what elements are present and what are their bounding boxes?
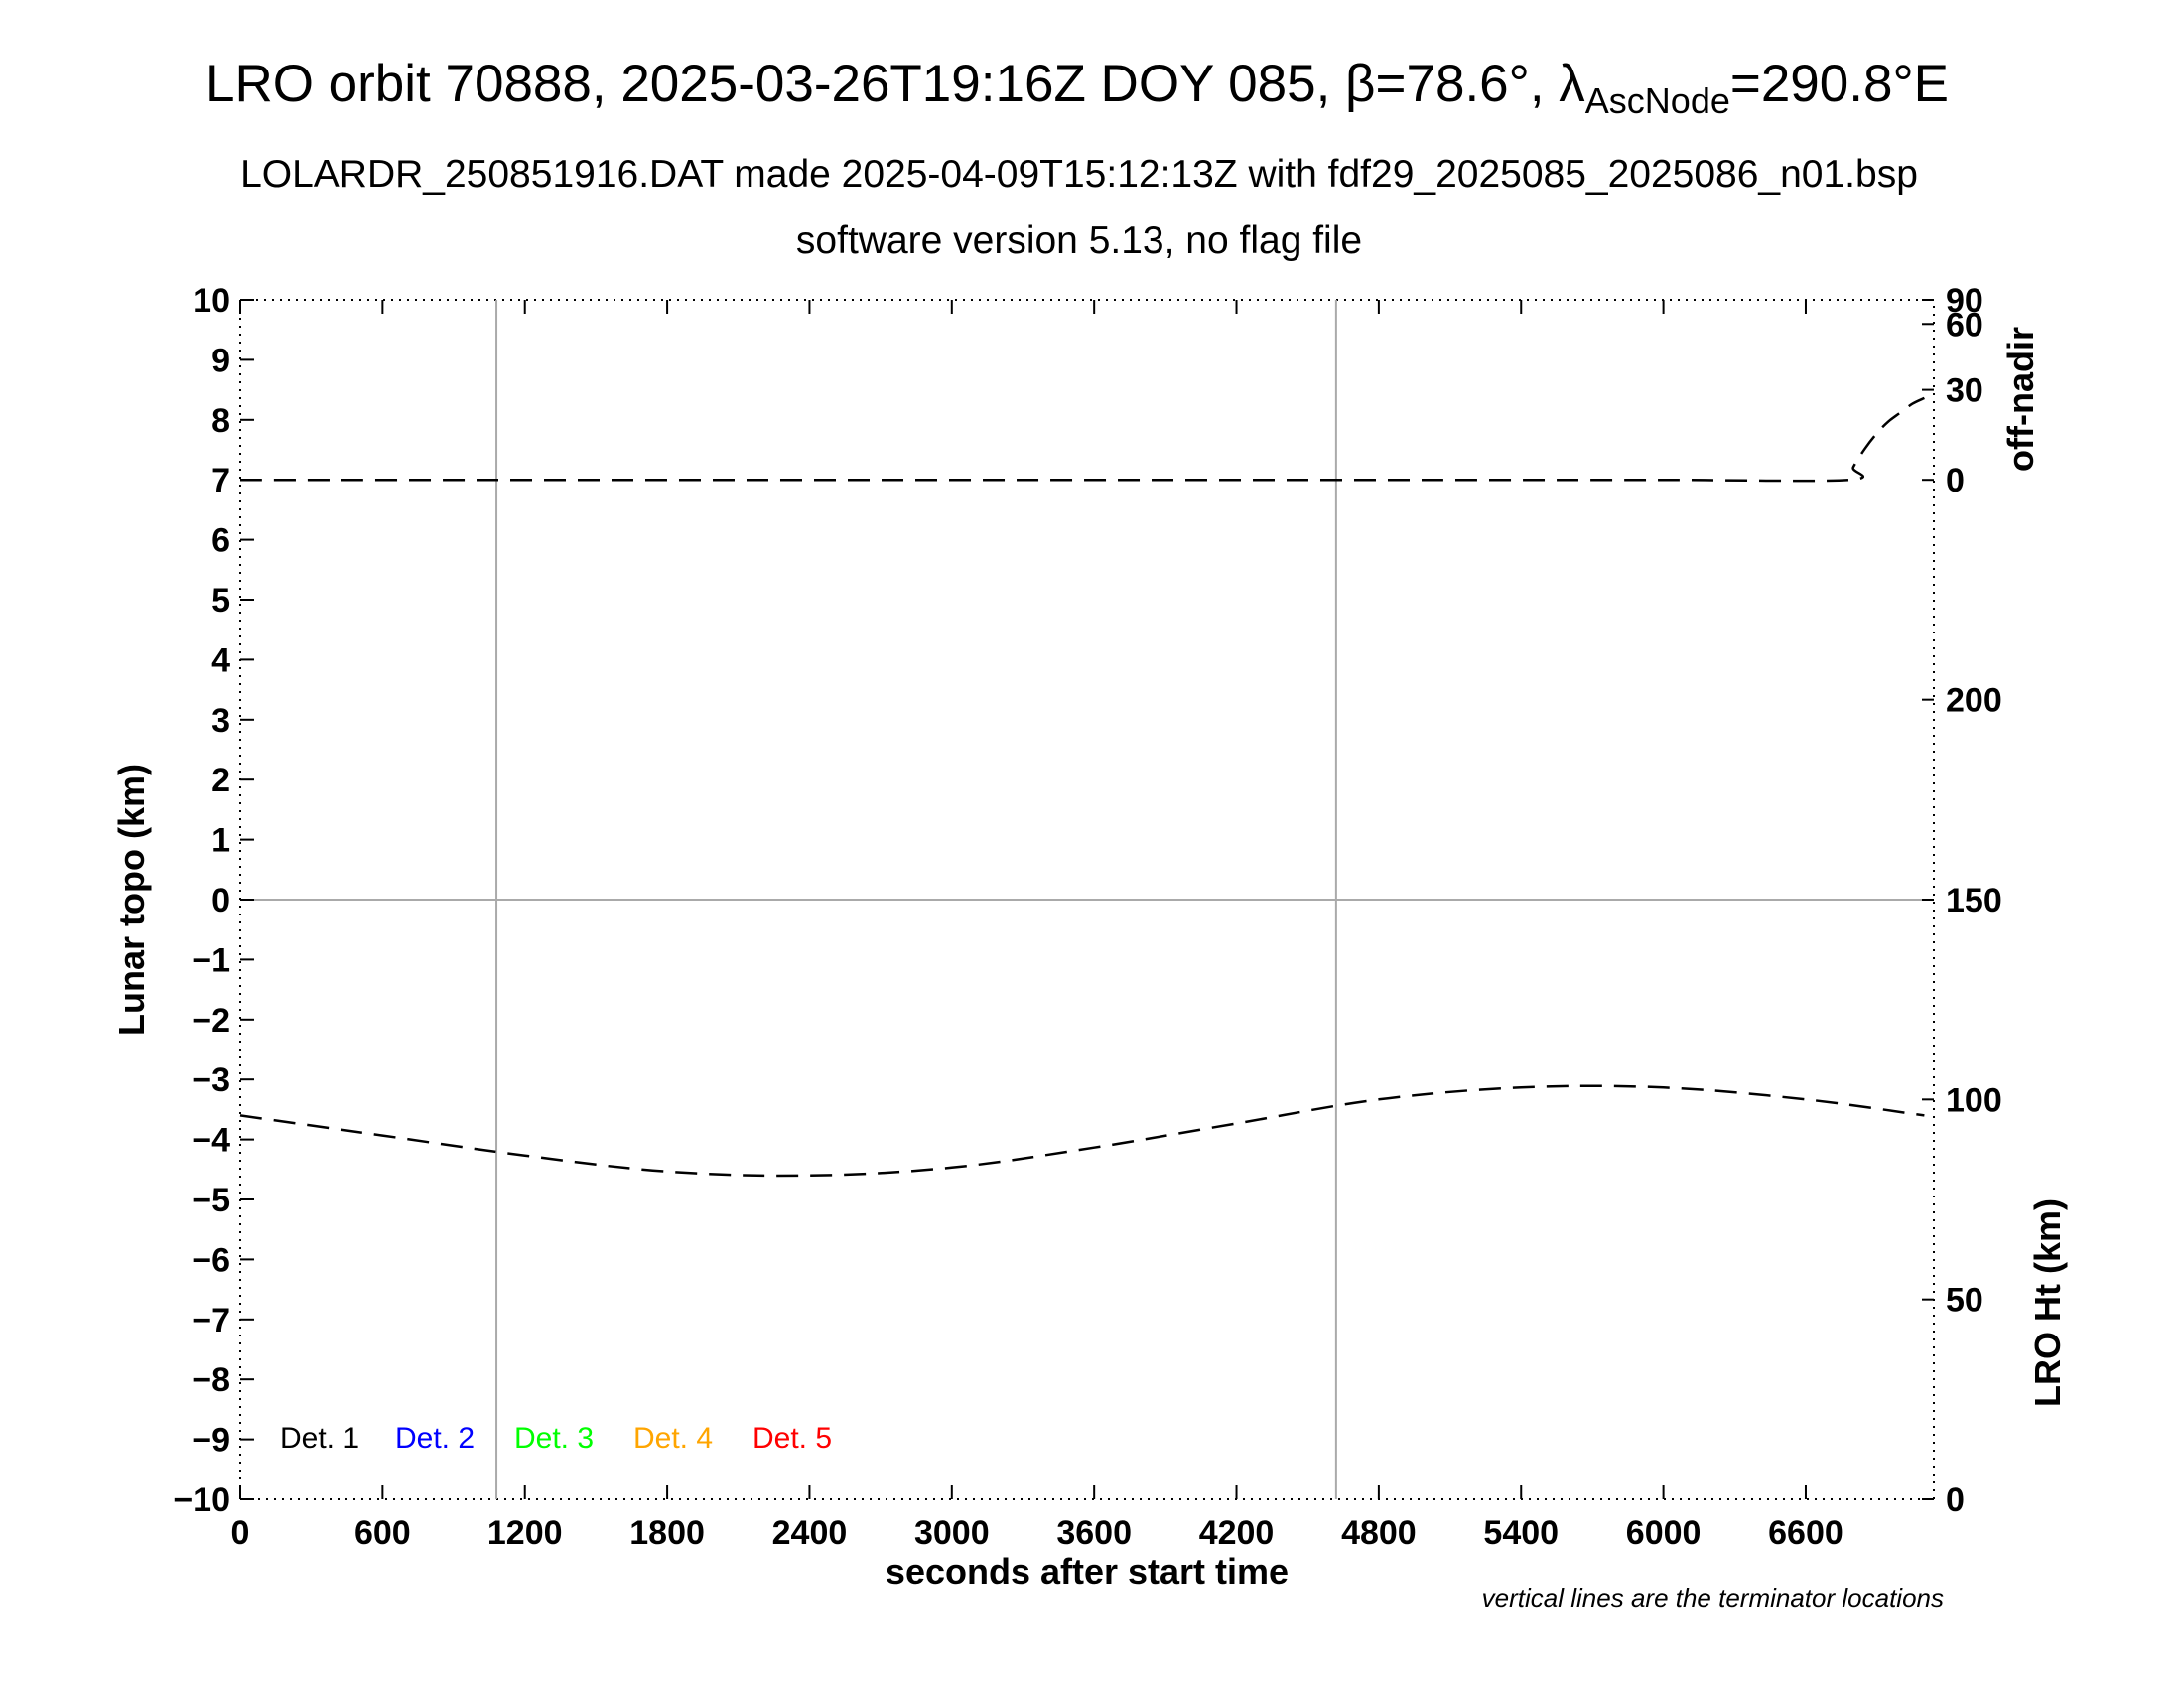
y-tick-label: 3 — [211, 702, 230, 740]
legend-det-5: Det. 5 — [752, 1422, 832, 1455]
tick-layer: 0 600 1200 1800 2400 3000 3600 4200 4800 5400 6000… — [173, 282, 2001, 1552]
grid-layer — [240, 300, 1934, 1499]
y-tick-label: −3 — [192, 1061, 230, 1099]
y-tick-label: 10 — [193, 282, 230, 320]
y-tick-label: 0 — [211, 882, 230, 919]
x-tick-label: 6000 — [1626, 1514, 1702, 1552]
chart-title: LRO orbit 70888, 2025-03-26T19:16Z DOY 0… — [205, 55, 1949, 121]
lro-height-tick-label: 200 — [1946, 682, 2002, 720]
y-axis-label-lro-height: LRO Ht (km) — [2027, 1198, 2068, 1407]
y-tick-label: −6 — [192, 1241, 230, 1279]
off-nadir-tick-label: 0 — [1946, 462, 1965, 499]
y-tick-label: 7 — [211, 462, 230, 499]
legend-det-1: Det. 1 — [280, 1422, 359, 1455]
lro-height-tick-label: 0 — [1946, 1481, 1965, 1519]
terminator-note: vertical lines are the terminator locati… — [1482, 1583, 1944, 1613]
off-nadir-tick-label: 60 — [1946, 306, 1983, 344]
legend-det-4: Det. 4 — [633, 1422, 713, 1455]
legend-det-2: Det. 2 — [395, 1422, 475, 1455]
y-tick-label: 2 — [211, 762, 230, 799]
legend-det-3: Det. 3 — [514, 1422, 594, 1455]
x-tick-label: 6600 — [1768, 1514, 1843, 1552]
y-tick-label: 8 — [211, 402, 230, 440]
y-tick-label: −2 — [192, 1002, 230, 1040]
x-tick-label: 0 — [231, 1514, 250, 1552]
series-layer — [239, 396, 1925, 1178]
lro-height-tick-label: 100 — [1946, 1081, 2002, 1119]
lro-height-line — [239, 1084, 1925, 1178]
off-nadir-tick-label: 30 — [1946, 372, 1983, 410]
y-tick-label: −7 — [192, 1302, 230, 1339]
x-tick-label: 2400 — [772, 1514, 848, 1552]
x-tick-label: 1800 — [629, 1514, 705, 1552]
x-axis-label: seconds after start time — [886, 1551, 1289, 1592]
chart-subtitle-version: software version 5.13, no flag file — [796, 219, 1362, 262]
lro-height-tick-label: 50 — [1946, 1282, 1983, 1320]
x-tick-label: 4800 — [1341, 1514, 1417, 1552]
y-tick-label: 4 — [211, 641, 230, 679]
x-tick-label: 3000 — [914, 1514, 990, 1552]
lro-height-tick-label: 150 — [1946, 882, 2002, 919]
y-tick-label: 6 — [211, 522, 230, 560]
off-nadir-line — [239, 396, 1925, 483]
x-tick-label: 3600 — [1056, 1514, 1132, 1552]
y-tick-label: −4 — [192, 1122, 230, 1160]
y-axis-label-off-nadir: off-nadir — [2000, 327, 2041, 472]
y-tick-label: 9 — [211, 342, 230, 379]
y-tick-label: −9 — [192, 1422, 230, 1460]
x-tick-label: 1200 — [487, 1514, 563, 1552]
legend: Det. 1 Det. 2 Det. 3 Det. 4 Det. 5 — [280, 1422, 832, 1455]
x-tick-label: 4200 — [1199, 1514, 1275, 1552]
y-tick-label: −10 — [173, 1481, 230, 1519]
chart-subtitle: LOLARDR_250851916.DAT made 2025-04-09T15… — [240, 153, 1918, 196]
y-tick-label: −8 — [192, 1361, 230, 1399]
off-nadir-tick-label: 90 — [1946, 282, 1983, 320]
x-tick-label: 5400 — [1483, 1514, 1559, 1552]
x-tick-label: 600 — [354, 1514, 411, 1552]
y-tick-label: 1 — [211, 822, 230, 860]
y-tick-label: −5 — [192, 1182, 230, 1219]
y-tick-label: 5 — [211, 582, 230, 620]
y-axis-label-left: Lunar topo (km) — [111, 764, 152, 1036]
y-tick-label: −1 — [192, 941, 230, 979]
